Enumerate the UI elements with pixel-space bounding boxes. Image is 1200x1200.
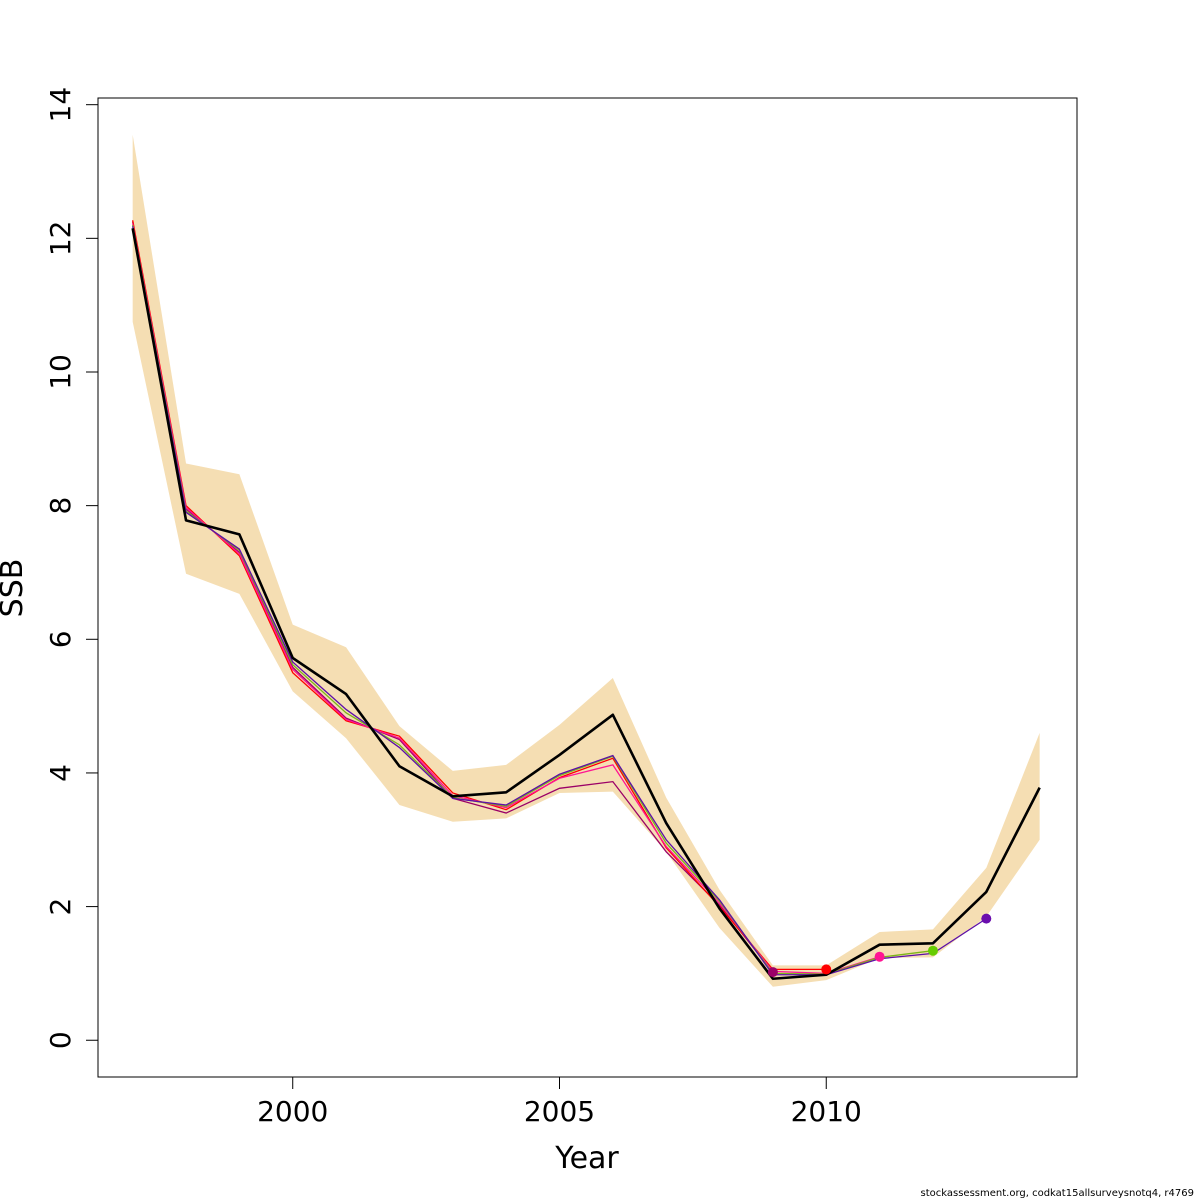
y-tick-label-0: 0 (44, 1031, 77, 1049)
points-layer (767, 913, 992, 978)
terminal-point-2 (821, 964, 832, 975)
y-axis: 0 2 4 6 8 10 12 14 (44, 87, 99, 1049)
x-tick-label-2000: 2000 (257, 1095, 328, 1128)
x-axis: 2000 2005 2010 (257, 1076, 862, 1128)
confidence-band (132, 134, 1040, 987)
y-tick-label-12: 12 (44, 221, 77, 257)
y-tick-label-14: 14 (44, 87, 77, 123)
series-layer (131, 220, 1041, 981)
y-tick-label-4: 4 (44, 764, 77, 782)
footer-note: stockassessment.org, codkat15allsurveysn… (921, 1188, 1194, 1199)
x-tick-label-2010: 2010 (791, 1095, 862, 1128)
y-tick-label-10: 10 (44, 354, 77, 390)
terminal-point-5 (981, 913, 992, 924)
terminal-point-4 (927, 945, 938, 956)
y-tick-label-8: 8 (44, 497, 77, 515)
retro-series-line-5 (132, 226, 987, 976)
x-axis-title: Year (554, 1141, 619, 1176)
y-tick-label-2: 2 (44, 898, 77, 916)
main-series-line (131, 228, 1041, 981)
y-tick-label-6: 6 (44, 630, 77, 648)
terminal-point-3 (874, 951, 885, 962)
retro-series-line-2 (132, 220, 827, 971)
x-tick-label-2005: 2005 (524, 1095, 595, 1128)
terminal-point-1 (767, 967, 778, 978)
y-axis-title: SSB (0, 559, 30, 618)
confidence-band-layer (132, 134, 1040, 987)
retro-series-line-4 (132, 224, 934, 975)
